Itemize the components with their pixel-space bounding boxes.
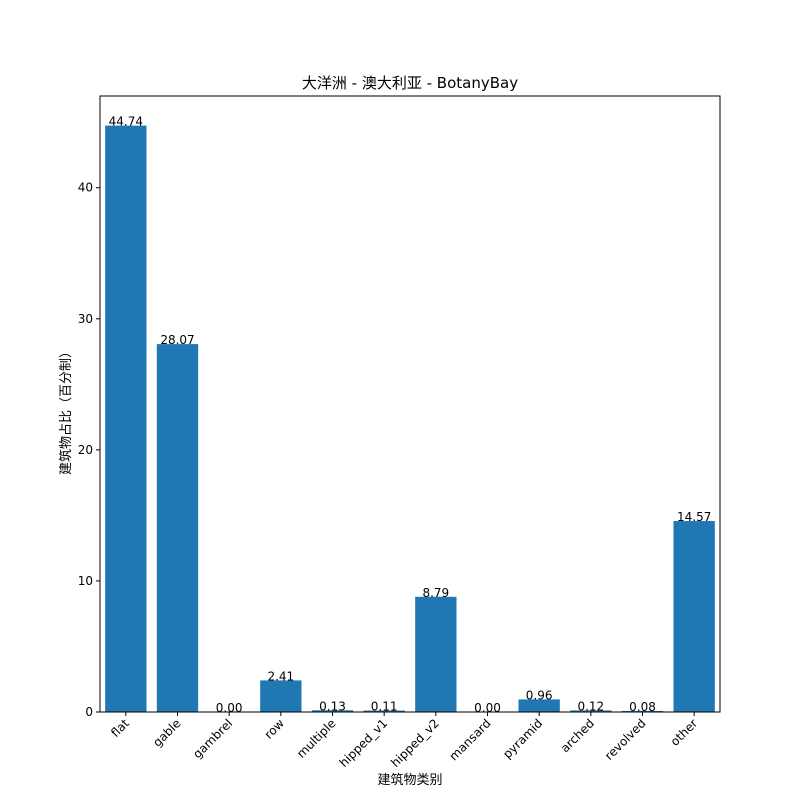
chart-title: 大洋洲 - 澳大利亚 - BotanyBay <box>302 74 518 92</box>
y-axis-label: 建筑物占比（百分制） <box>58 345 74 475</box>
x-tick-label-gable: gable <box>150 716 183 749</box>
data-label-revolved: 0.08 <box>629 700 656 714</box>
bar-hipped_v1 <box>363 710 405 712</box>
x-tick-label-other: other <box>668 716 701 749</box>
x-tick-label-revolved: revolved <box>602 716 649 763</box>
data-label-hipped_v2: 8.79 <box>422 586 449 600</box>
plot-frame <box>99 95 721 713</box>
x-tick-label-row: row <box>262 716 287 741</box>
y-tick-label-10: 10 <box>78 574 93 588</box>
bar-gable <box>156 344 199 712</box>
x-tick-label-hipped_v2: hipped_v2 <box>388 716 442 770</box>
x-tick-label-flat: flat <box>108 716 132 740</box>
y-tick-label-20: 20 <box>78 443 93 457</box>
x-tick-label-hipped_v1: hipped_v1 <box>337 716 391 770</box>
data-label-arched: 0.12 <box>577 699 604 713</box>
y-tick-label-0: 0 <box>85 705 93 719</box>
x-axis-label: 建筑物类别 <box>377 772 442 788</box>
y-tick-label-30: 30 <box>78 312 93 326</box>
x-tick-label-multiple: multiple <box>294 716 339 761</box>
data-label-hipped_v1: 0.11 <box>371 700 398 714</box>
data-label-multiple: 0.13 <box>319 699 346 713</box>
data-label-pyramid: 0.96 <box>526 688 553 702</box>
y-tick-label-40: 40 <box>78 181 93 195</box>
x-axis: flat gable gambrel row multiplehipped_v1hipp… <box>108 712 700 770</box>
data-label-flat: 44.74 <box>109 115 143 129</box>
bar-other <box>673 521 715 712</box>
x-tick-label-gambrel: gambrel <box>190 716 235 761</box>
bar-arched <box>570 710 612 712</box>
bar-multiple <box>311 710 354 712</box>
x-tick-label-arched: arched <box>558 716 597 755</box>
bar-hipped_v2 <box>415 596 457 712</box>
bars-group <box>105 125 715 712</box>
y-axis: 0 10 20 30 40 <box>78 181 100 719</box>
x-tick-label-pyramid: pyramid <box>500 716 545 761</box>
data-label-other: 14.57 <box>677 510 711 524</box>
data-label-row: 2.41 <box>267 669 294 683</box>
bar-revolved <box>621 710 664 712</box>
bar-pyramid <box>518 699 560 712</box>
x-tick-label-mansard: mansard <box>447 716 494 763</box>
bar-row <box>260 680 302 712</box>
bar-flat <box>105 125 147 712</box>
data-label-gable: 28.07 <box>160 333 194 347</box>
